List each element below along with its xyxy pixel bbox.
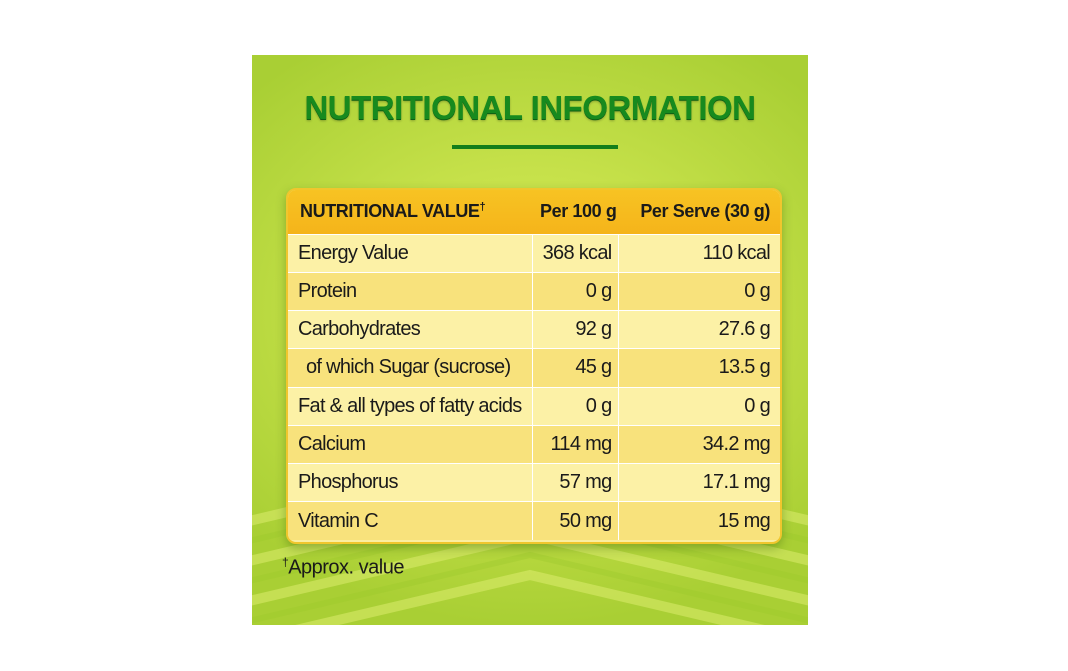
- table-row: Calcium 114 mg 34.2 mg: [288, 424, 780, 464]
- table-row: Carbohydrates 92 g 27.6 g: [288, 309, 780, 349]
- dagger-mark: †: [282, 555, 289, 569]
- header-per-100g: Per 100 g: [540, 201, 617, 222]
- title-underline: [452, 145, 618, 149]
- per-100g-value: 0 g: [531, 271, 618, 311]
- table-row: Fat & all types of fatty acids 0 g 0 g: [288, 386, 780, 426]
- table-row: Vitamin C 50 mg 15 mg: [288, 501, 780, 540]
- header-nutritional-value: NUTRITIONAL VALUE†: [300, 201, 486, 222]
- per-serve-value: 0 g: [617, 271, 780, 311]
- nutrition-table: NUTRITIONAL VALUE† Per 100 g Per Serve (…: [288, 190, 780, 540]
- per-100g-value: 0 g: [531, 386, 618, 426]
- nutrition-table-container: NUTRITIONAL VALUE† Per 100 g Per Serve (…: [286, 188, 782, 544]
- dagger-mark: †: [479, 201, 486, 214]
- per-serve-value: 0 g: [617, 386, 780, 426]
- per-serve-value: 110 kcal: [617, 233, 780, 273]
- nutrient-name: Protein: [288, 271, 532, 311]
- nutrition-panel: NUTRITIONAL INFORMATION NUTRITIONAL VALU…: [252, 55, 808, 625]
- per-100g-value: 92 g: [531, 309, 618, 349]
- per-100g-value: 114 mg: [531, 424, 618, 464]
- table-row: of which Sugar (sucrose) 45 g 13.5 g: [288, 348, 780, 387]
- nutrient-name: Vitamin C: [288, 501, 532, 540]
- table-row: Energy Value 368 kcal 110 kcal: [288, 233, 780, 273]
- per-serve-value: 15 mg: [617, 501, 780, 540]
- footnote-text: Approx. value: [288, 556, 404, 579]
- per-100g-value: 57 mg: [531, 462, 618, 502]
- nutrient-name: Energy Value: [288, 233, 532, 273]
- per-serve-value: 34.2 mg: [617, 424, 780, 464]
- table-row: Phosphorus 57 mg 17.1 mg: [288, 462, 780, 502]
- per-100g-value: 50 mg: [531, 501, 618, 540]
- footnote: †Approx. value: [282, 555, 404, 580]
- per-100g-value: 45 g: [531, 348, 618, 387]
- nutrient-name: Carbohydrates: [288, 309, 532, 349]
- nutrient-name: Fat & all types of fatty acids: [288, 386, 532, 426]
- per-100g-value: 368 kcal: [531, 233, 618, 273]
- table-header-row: NUTRITIONAL VALUE† Per 100 g Per Serve (…: [288, 190, 780, 234]
- nutrient-name: Phosphorus: [288, 462, 532, 502]
- table-row: Protein 0 g 0 g: [288, 271, 780, 311]
- nutrient-name: of which Sugar (sucrose): [288, 348, 532, 387]
- nutrient-name: Calcium: [288, 424, 532, 464]
- per-serve-value: 13.5 g: [617, 348, 780, 387]
- per-serve-value: 27.6 g: [617, 309, 780, 349]
- page-title: NUTRITIONAL INFORMATION: [304, 89, 756, 126]
- header-per-serve: Per Serve (30 g): [640, 201, 770, 222]
- per-serve-value: 17.1 mg: [617, 462, 780, 502]
